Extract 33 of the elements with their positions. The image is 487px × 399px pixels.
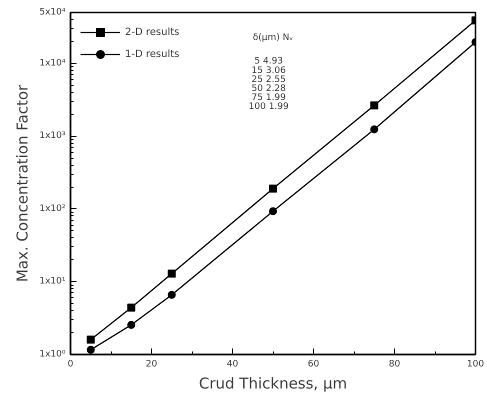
- point: [127, 320, 136, 329]
- x-tick-label: 20: [146, 360, 158, 370]
- annotation: 50 2.28: [252, 84, 286, 94]
- x-tick-label: 80: [388, 360, 400, 370]
- y-tick-label: 1x10⁴: [39, 58, 66, 68]
- annotation: 25 2.55: [252, 74, 286, 85]
- point: [168, 270, 176, 278]
- point: [168, 290, 176, 299]
- point: [269, 184, 277, 193]
- x-tick-label: 100: [466, 360, 484, 370]
- point: [127, 304, 136, 312]
- y-tick-label: 1x10¹: [39, 276, 66, 287]
- x-tick-label: 0: [68, 360, 74, 370]
- annotation: 100 1.99: [248, 102, 290, 112]
- annotation: 75 1.99: [252, 93, 286, 104]
- point: [370, 125, 378, 134]
- y-tick-label: 1x10²: [39, 204, 66, 214]
- legend-label: 1-D results: [125, 48, 180, 60]
- x-axis-title: Crud Thickness, μm: [198, 374, 348, 392]
- annotation: 15 3.06: [252, 66, 286, 76]
- y-tick-label: 1x10⁰: [39, 350, 66, 360]
- point: [269, 207, 277, 216]
- annotation: δ(μm) Nᵥ: [252, 33, 294, 44]
- annotation: 5 4.93: [254, 56, 284, 67]
- point: [86, 336, 95, 344]
- y-tick-label: 1x10³: [39, 131, 66, 142]
- x-tick-label: 60: [308, 360, 320, 370]
- y-axis-title: Max. Concentration Factor: [13, 84, 32, 282]
- y-tick-label: 5x10⁴: [39, 8, 66, 18]
- point: [86, 346, 95, 354]
- x-tick-label: 40: [226, 360, 238, 370]
- legend-label: 2-D results: [125, 26, 180, 38]
- point: [370, 101, 378, 110]
